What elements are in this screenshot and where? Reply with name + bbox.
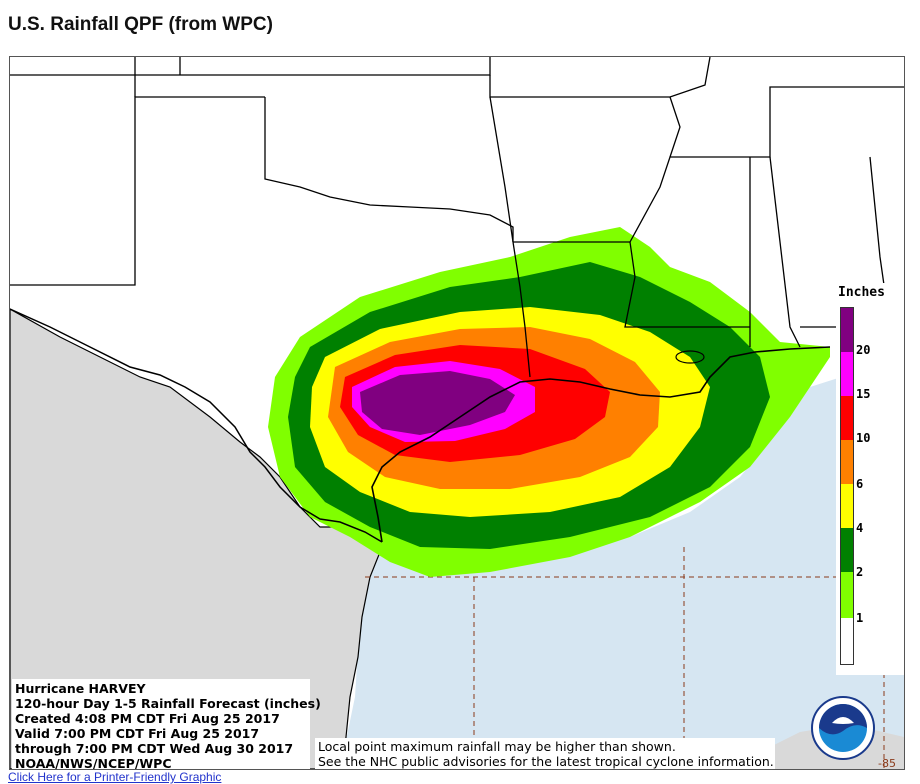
note-line-2: See the NHC public advisories for the la… xyxy=(318,754,774,769)
legend-label-20: 20 xyxy=(856,343,871,357)
legend-swatch-10-15 xyxy=(841,396,853,440)
legend-swatch-2-4 xyxy=(841,528,853,572)
rio-grande-border xyxy=(10,308,383,543)
map-svg xyxy=(10,57,904,769)
legend-label-4: 4 xyxy=(856,521,864,535)
legend-label-1: 1 xyxy=(856,611,864,625)
legend-label-10: 10 xyxy=(856,431,871,445)
page-title: U.S. Rainfall QPF (from WPC) xyxy=(8,14,273,35)
info-valid-from: Valid 7:00 PM CDT Fri Aug 25 2017 xyxy=(15,726,260,741)
legend-swatch-1-2 xyxy=(841,572,853,618)
state-borders xyxy=(10,57,904,378)
legend-swatch-4-6 xyxy=(841,484,853,528)
note-line-1: Local point maximum rainfall may be high… xyxy=(318,739,676,754)
legend-label-15: 15 xyxy=(856,387,871,401)
legend-color-bar xyxy=(840,307,854,665)
forecast-info-box: Hurricane HARVEY 120-hour Day 1-5 Rainfa… xyxy=(12,679,321,770)
printer-friendly-link[interactable]: Click Here for a Printer-Friendly Graphi… xyxy=(8,770,222,784)
lake-pontchartrain xyxy=(675,350,705,364)
legend-swatch-6-10 xyxy=(841,440,853,484)
coastline xyxy=(371,346,831,543)
info-source: NOAA/NWS/NCEP/WPC xyxy=(15,756,172,770)
info-valid-through: through 7:00 PM CDT Wed Aug 30 2017 xyxy=(15,741,294,756)
legend-title: Inches xyxy=(838,285,885,300)
rainfall-contours xyxy=(268,227,830,577)
legend: Inches 20 15 10 6 4 2 1 xyxy=(836,283,904,675)
info-created: Created 4:08 PM CDT Fri Aug 25 2017 xyxy=(15,711,280,726)
legend-swatch-15-20 xyxy=(841,352,853,396)
gulf-of-mexico xyxy=(340,357,904,769)
legend-label-2: 2 xyxy=(856,565,864,579)
legend-swatch-0-1 xyxy=(841,618,853,664)
disclaimer-note: Local point maximum rainfall may be high… xyxy=(315,738,775,769)
info-storm-name: Hurricane HARVEY xyxy=(15,681,146,696)
noaa-logo-icon xyxy=(811,696,875,760)
contour-20in xyxy=(360,371,515,435)
legend-swatch-top xyxy=(841,308,853,352)
info-forecast-type: 120-hour Day 1-5 Rainfall Forecast (inch… xyxy=(15,696,321,711)
rainfall-map: Inches 20 15 10 6 4 2 1 Hurricane HARVEY… xyxy=(9,56,905,770)
longitude-label: -85 xyxy=(878,757,896,770)
legend-label-6: 6 xyxy=(856,477,864,491)
